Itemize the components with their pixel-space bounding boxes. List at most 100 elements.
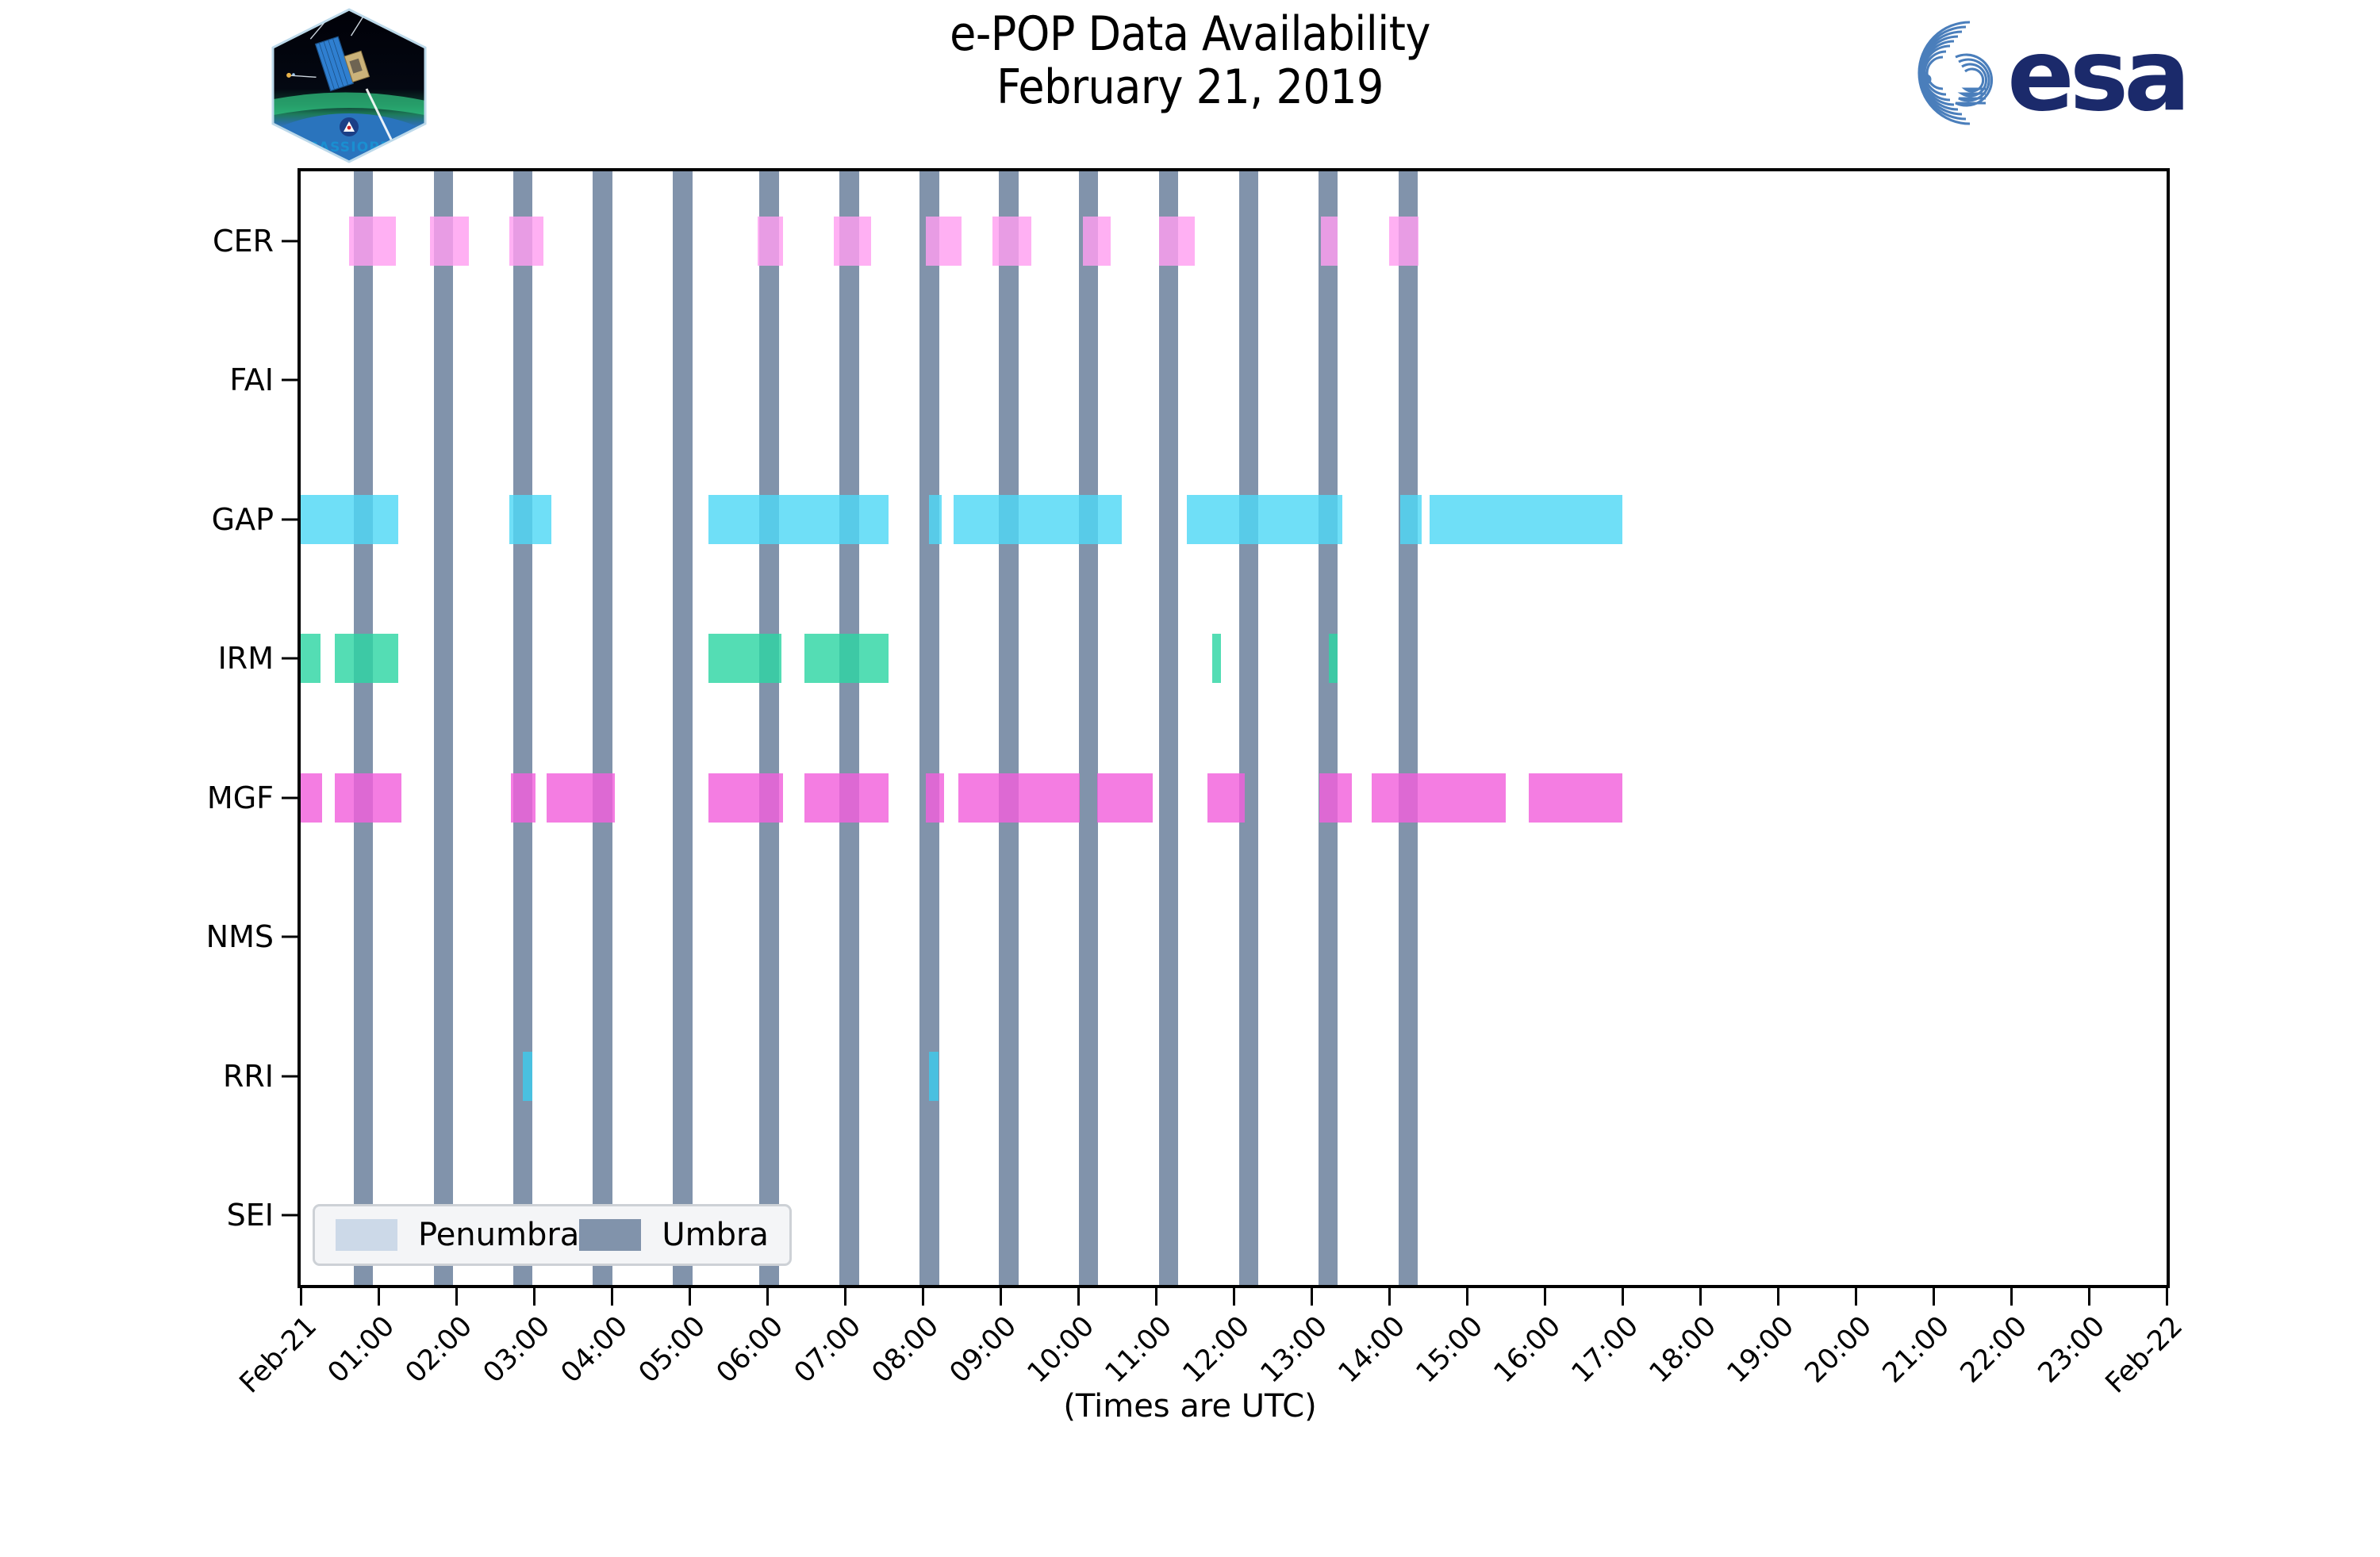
data-bar-irm [708,634,781,684]
ytick-mark [282,1214,298,1217]
data-bar-mgf [546,773,615,823]
ylabel-fai: FAI [229,362,274,398]
xtick-mark [2010,1288,2013,1306]
legend-label-umbra: Umbra [662,1217,769,1253]
xtick-mark [1699,1288,1702,1306]
xtick-mark [611,1288,613,1306]
umbra-band [433,171,454,1285]
xtick-mark [378,1288,380,1306]
xtick-mark [1622,1288,1624,1306]
data-bar-mgf [804,773,889,823]
xtick-mark [922,1288,924,1306]
ylabel-mgf: MGF [206,780,274,815]
data-bar-cer [1082,216,1111,266]
plot-inner [301,171,2167,1285]
data-bar-cer [925,216,962,266]
data-bar-mgf [958,773,1080,823]
esa-wordmark: esa [2007,18,2186,131]
data-bar-cer [348,216,396,266]
data-bar-cer [509,216,543,266]
umbra-band [593,171,612,1285]
xtick-mark [533,1288,536,1306]
umbra-band [919,171,939,1285]
ytick-mark [282,518,298,521]
xtick-mark [766,1288,769,1306]
xtick-mark [455,1288,458,1306]
data-bar-mgf [708,773,783,823]
ylabel-sei: SEI [226,1198,274,1233]
data-bar-irm [804,634,889,684]
umbra-band [673,171,693,1285]
xtick-mark [2088,1288,2090,1306]
ytick-mark [282,935,298,938]
xtick-mark [1855,1288,1857,1306]
umbra-band [1398,171,1418,1285]
data-bar-rri [523,1051,533,1101]
data-bar-gap [1399,494,1422,544]
data-bar-cer [1389,216,1419,266]
xtick-mark [1388,1288,1391,1306]
xtick-mark [1000,1288,1002,1306]
data-bar-gap [928,494,942,544]
xtick-mark [2166,1288,2168,1306]
data-bar-irm [335,634,399,684]
data-bar-mgf [1319,773,1352,823]
data-bar-gap [708,494,889,544]
data-bar-mgf [1096,773,1154,823]
umbra-band [1318,171,1338,1285]
data-bar-cer [992,216,1032,266]
xtick-mark [1933,1288,1935,1306]
ytick-mark [282,378,298,382]
umbra-band [1078,171,1099,1285]
xtick-mark [1466,1288,1468,1306]
data-bar-irm [301,634,321,684]
data-bar-cer [758,216,783,266]
ytick-mark [282,796,298,800]
ylabel-irm: IRM [217,641,274,677]
esa-swirl-icon: esa [1917,18,2191,133]
data-bar-gap [1187,494,1343,544]
ytick-mark [282,1075,298,1078]
legend-item-penumbra: Penumbra [336,1217,579,1253]
title-line-1: e-POP Data Availability [950,6,1430,62]
data-bar-gap [301,494,399,544]
umbra-band [353,171,374,1285]
xtick-mark [1311,1288,1313,1306]
legend-label-penumbra: Penumbra [418,1217,580,1253]
xaxis-caption: (Times are UTC) [1063,1388,1317,1425]
xtick-mark [1544,1288,1546,1306]
data-bar-cer [1320,216,1338,266]
data-bar-irm [1328,634,1338,684]
chart-header: CASSIOPE e-POP Data Availability Februar… [0,0,2380,171]
data-bar-cer [429,216,469,266]
data-bar-mgf [301,773,323,823]
xtick-mark [844,1288,846,1306]
ylabel-gap: GAP [211,501,274,537]
page-title: e-POP Data Availability February 21, 201… [635,6,1745,116]
xtick-mark [1233,1288,1235,1306]
data-bar-cer [1158,216,1195,266]
plot-area [298,168,2170,1288]
esa-logo: esa [1876,16,2221,133]
chart-legend: Penumbra Umbra [313,1204,792,1266]
data-bar-irm [1211,634,1222,684]
xtick-mark [1077,1288,1080,1306]
umbra-band [512,171,533,1285]
data-bar-gap [1429,494,1622,544]
title-line-2: February 21, 2019 [996,59,1384,116]
data-bar-mgf [1529,773,1622,823]
xtick-mark [300,1288,302,1306]
umbra-band [999,171,1019,1285]
legend-swatch-penumbra [336,1219,397,1251]
xtick-mark [1155,1288,1157,1306]
umbra-band [1158,171,1179,1285]
cassiope-logo: CASSIOPE [262,6,436,165]
data-bar-rri [928,1051,939,1101]
data-bar-gap [509,494,551,544]
ytick-mark [282,240,298,243]
umbra-band [1238,171,1259,1285]
legend-item-umbra: Umbra [579,1217,769,1253]
data-bar-cer [834,216,872,266]
legend-swatch-umbra [579,1219,642,1251]
xtick-mark [1777,1288,1779,1306]
